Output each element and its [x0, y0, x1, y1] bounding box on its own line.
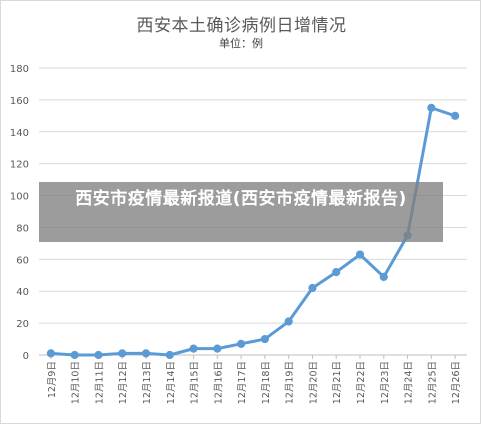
data-point: [213, 344, 222, 353]
y-tick-label: 120: [10, 160, 29, 171]
y-tick-label: 20: [16, 319, 29, 330]
data-point: [427, 103, 436, 112]
data-point: [355, 250, 365, 259]
x-tick-label: 12月15日: [190, 361, 201, 404]
x-tick-label: 12月25日: [427, 361, 438, 404]
data-point: [141, 349, 151, 358]
x-tick-label: 12月14日: [166, 361, 177, 404]
x-tick-label: 12月24日: [404, 361, 415, 404]
x-tick-label: 12月26日: [451, 361, 462, 404]
data-point: [46, 349, 55, 358]
x-tick-label: 12月20日: [308, 361, 319, 404]
data-point: [284, 317, 293, 326]
x-tick-label: 12月22日: [356, 361, 367, 404]
x-tick-label: 12月16日: [213, 361, 224, 404]
chart-title: 西安本土确诊病例日增情况: [136, 16, 347, 36]
data-point: [308, 283, 317, 293]
data-point: [118, 349, 127, 358]
x-tick-label: 12月11日: [94, 361, 105, 404]
y-tick-label: 100: [10, 192, 29, 203]
data-point: [332, 267, 341, 277]
chart-subtitle: 单位：例: [219, 37, 263, 50]
caption-banner: 西安市疫情最新报道(西安市疫情最新报告): [39, 182, 443, 242]
y-tick-label: 80: [16, 223, 29, 234]
x-tick-label: 12月13日: [142, 361, 153, 404]
data-point: [94, 350, 103, 360]
y-tick-label: 140: [10, 128, 29, 139]
x-tick-label: 12月12日: [118, 361, 129, 404]
x-tick-label: 12月10日: [71, 361, 82, 404]
x-tick-label: 12月19日: [285, 361, 296, 404]
x-tick-label: 12月23日: [380, 361, 391, 404]
y-tick-label: 0: [23, 351, 29, 362]
data-point: [189, 344, 198, 353]
data-point: [165, 350, 174, 360]
y-tick-label: 180: [10, 64, 29, 75]
x-tick-label: 12月9日: [47, 361, 58, 398]
data-point: [237, 339, 246, 348]
x-tick-label: 12月17日: [237, 361, 248, 404]
x-tick-label: 12月21日: [332, 361, 343, 404]
caption-text: 西安市疫情最新报道(西安市疫情最新报告): [75, 189, 407, 209]
data-point: [260, 334, 269, 344]
data-point: [379, 272, 388, 281]
data-point: [70, 350, 79, 360]
x-tick-label: 12月18日: [261, 361, 272, 404]
data-point: [451, 111, 460, 120]
y-tick-label: 160: [10, 96, 29, 107]
y-tick-label: 40: [16, 287, 29, 298]
y-tick-label: 60: [16, 255, 29, 266]
